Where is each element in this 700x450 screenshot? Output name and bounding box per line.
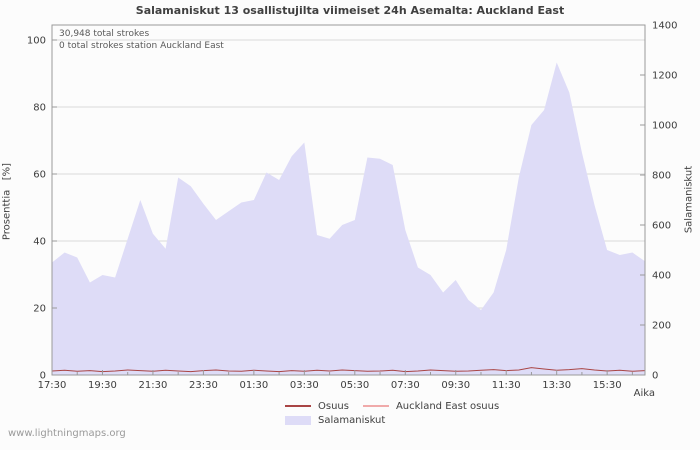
tick-label: 20	[33, 304, 46, 315]
tick-label: 200	[652, 321, 671, 332]
legend-label-salamaniskut: Salamaniskut	[318, 414, 386, 426]
tick-label: 400	[652, 271, 671, 282]
salamaniskut-area-swatch	[285, 415, 311, 425]
osuus-line	[51, 367, 646, 373]
tick-label: 21:30	[139, 380, 168, 391]
left-axis-title: Prosenttia [%]	[1, 162, 13, 241]
tick-label: 80	[33, 103, 46, 114]
tick-label: 60	[33, 170, 46, 181]
tick-label: 0	[40, 371, 46, 382]
tick-label: 03:30	[290, 380, 319, 391]
tick-label: 19:30	[88, 380, 117, 391]
osuus-line-swatch	[285, 405, 311, 407]
legend-label-auckland-east-osuus: Auckland East osuus	[395, 400, 500, 412]
tick-label: 09:30	[441, 380, 470, 391]
auckland-east-osuus-line-swatch	[362, 405, 389, 407]
tick-label: 40	[33, 237, 46, 248]
tick-label: 600	[652, 221, 671, 232]
chart-title: Salamaniskut 13 osallistujilta viimeiset…	[135, 4, 565, 17]
tick-label: 11:30	[492, 380, 521, 391]
station-strokes-annotation: 0 total strokes station Auckland East	[59, 41, 224, 51]
watermark: www.lightningmaps.org	[8, 428, 126, 439]
tick-label: 0	[652, 371, 658, 382]
legend-item-auckland-east-osuus: Auckland East osuus	[362, 400, 500, 412]
x-axis-title: Aika	[633, 388, 655, 399]
tick-label: 1000	[652, 121, 677, 132]
tick-label: 1200	[652, 71, 677, 82]
right-axis-title: Salamaniskut	[683, 165, 695, 234]
tick-label: 01:30	[239, 380, 268, 391]
legend-item-osuus: Osuus	[285, 401, 349, 412]
legend-row-lines: Osuus Auckland East osuus	[285, 399, 513, 413]
tick-label: 07:30	[391, 380, 420, 391]
legend-label-osuus: Osuus	[318, 400, 349, 412]
tick-label: 23:30	[189, 380, 218, 391]
plot-border	[51, 24, 646, 376]
salamaniskut-area	[52, 62, 645, 375]
tick-label: 05:30	[340, 380, 369, 391]
tick-label: 17:30	[38, 380, 67, 391]
tick-label: 13:30	[542, 380, 571, 391]
legend: Osuus Auckland East osuus Salamaniskut	[285, 399, 513, 427]
tick-label: 800	[652, 171, 671, 182]
tick-label: 1400	[652, 21, 677, 32]
legend-item-salamaniskut: Salamaniskut	[285, 415, 385, 426]
tick-label: 100	[27, 36, 46, 47]
legend-row-area: Salamaniskut	[285, 413, 513, 427]
total-strokes-annotation: 30,948 total strokes	[59, 29, 150, 39]
